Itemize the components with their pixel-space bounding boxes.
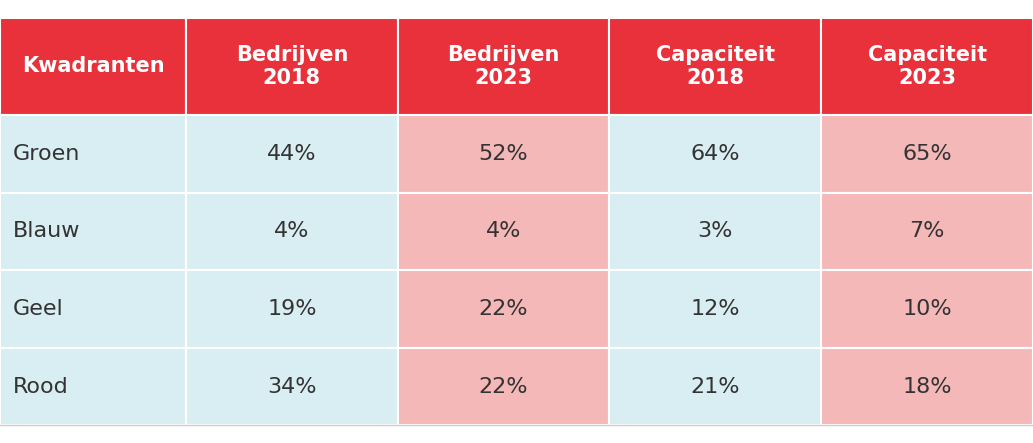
Text: 12%: 12% (691, 299, 740, 319)
Bar (398, 270, 609, 348)
Text: 65%: 65% (902, 144, 952, 164)
Text: Blauw: Blauw (12, 222, 80, 241)
Bar (186, 193, 398, 270)
Bar (398, 18, 609, 115)
Text: Groen: Groen (12, 144, 80, 164)
Bar (0, 115, 186, 193)
Text: 18%: 18% (903, 377, 951, 396)
Bar (398, 115, 609, 193)
Bar (0, 193, 186, 270)
Bar (821, 348, 1033, 425)
Text: 3%: 3% (697, 222, 733, 241)
Bar (609, 18, 821, 115)
Text: 7%: 7% (909, 222, 945, 241)
Bar (609, 348, 821, 425)
Text: Bedrijven
2023: Bedrijven 2023 (447, 45, 560, 88)
Bar (821, 18, 1033, 115)
Bar (821, 270, 1033, 348)
Bar (0, 18, 186, 115)
Text: 52%: 52% (478, 144, 529, 164)
Text: 19%: 19% (268, 299, 316, 319)
Text: Kwadranten: Kwadranten (22, 56, 164, 77)
Bar (821, 193, 1033, 270)
Text: Geel: Geel (12, 299, 63, 319)
Text: 44%: 44% (268, 144, 316, 164)
Text: Capaciteit
2023: Capaciteit 2023 (868, 45, 987, 88)
Bar (398, 348, 609, 425)
Bar (0, 270, 186, 348)
Text: 4%: 4% (486, 222, 522, 241)
Text: 22%: 22% (479, 377, 528, 396)
Bar (398, 193, 609, 270)
Text: 64%: 64% (691, 144, 740, 164)
Text: Rood: Rood (12, 377, 68, 396)
Bar (609, 115, 821, 193)
Bar (821, 115, 1033, 193)
Bar (186, 348, 398, 425)
Bar (186, 115, 398, 193)
Text: 34%: 34% (268, 377, 316, 396)
Bar (0, 348, 186, 425)
Bar (609, 193, 821, 270)
Bar (609, 270, 821, 348)
Bar (186, 270, 398, 348)
Text: 22%: 22% (479, 299, 528, 319)
Text: Capaciteit
2018: Capaciteit 2018 (656, 45, 775, 88)
Bar (186, 18, 398, 115)
Text: 4%: 4% (274, 222, 310, 241)
Text: 21%: 21% (691, 377, 740, 396)
Text: Bedrijven
2018: Bedrijven 2018 (236, 45, 348, 88)
Text: 10%: 10% (902, 299, 952, 319)
